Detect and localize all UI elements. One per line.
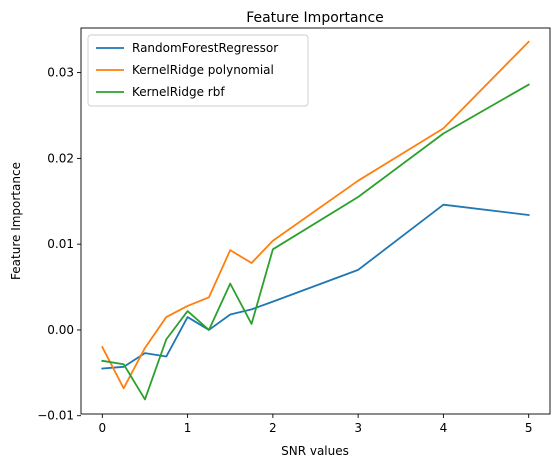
chart-title: Feature Importance xyxy=(246,10,384,26)
x-tick-label: 4 xyxy=(440,421,448,435)
y-axis-label: Feature Importance xyxy=(9,162,23,280)
legend-label-kernelridge-polynomial: KernelRidge polynomial xyxy=(132,63,274,77)
y-tick-label: 0.03 xyxy=(47,66,74,80)
y-tick-label: −0.01 xyxy=(37,409,74,423)
legend: RandomForestRegressor KernelRidge polyno… xyxy=(87,34,309,107)
legend-box xyxy=(87,34,309,107)
x-axis-label: SNR values xyxy=(281,444,349,458)
x-tick-label: 1 xyxy=(184,421,192,435)
legend-label-randomforestregressor: RandomForestRegressor xyxy=(132,41,278,55)
legend-label-kernelridge-rbf: KernelRidge rbf xyxy=(132,85,225,99)
x-tick-label: 0 xyxy=(98,421,106,435)
y-tick-label: 0.00 xyxy=(47,323,74,337)
x-tick-label: 5 xyxy=(525,421,533,435)
series-layer xyxy=(101,40,530,401)
y-tick-label: 0.01 xyxy=(47,237,74,251)
x-tick-label: 2 xyxy=(269,421,277,435)
series-line-kernelridge-rbf xyxy=(101,83,530,401)
series-line-kernelridge-polynomial xyxy=(101,40,530,390)
x-tick-label: 3 xyxy=(354,421,362,435)
plot-frame xyxy=(80,27,551,415)
tick-layer: 0 1 2 3 4 5 −0.01 0.00 0.01 0.02 0.03 xyxy=(37,66,532,435)
y-tick-label: 0.02 xyxy=(47,151,74,165)
